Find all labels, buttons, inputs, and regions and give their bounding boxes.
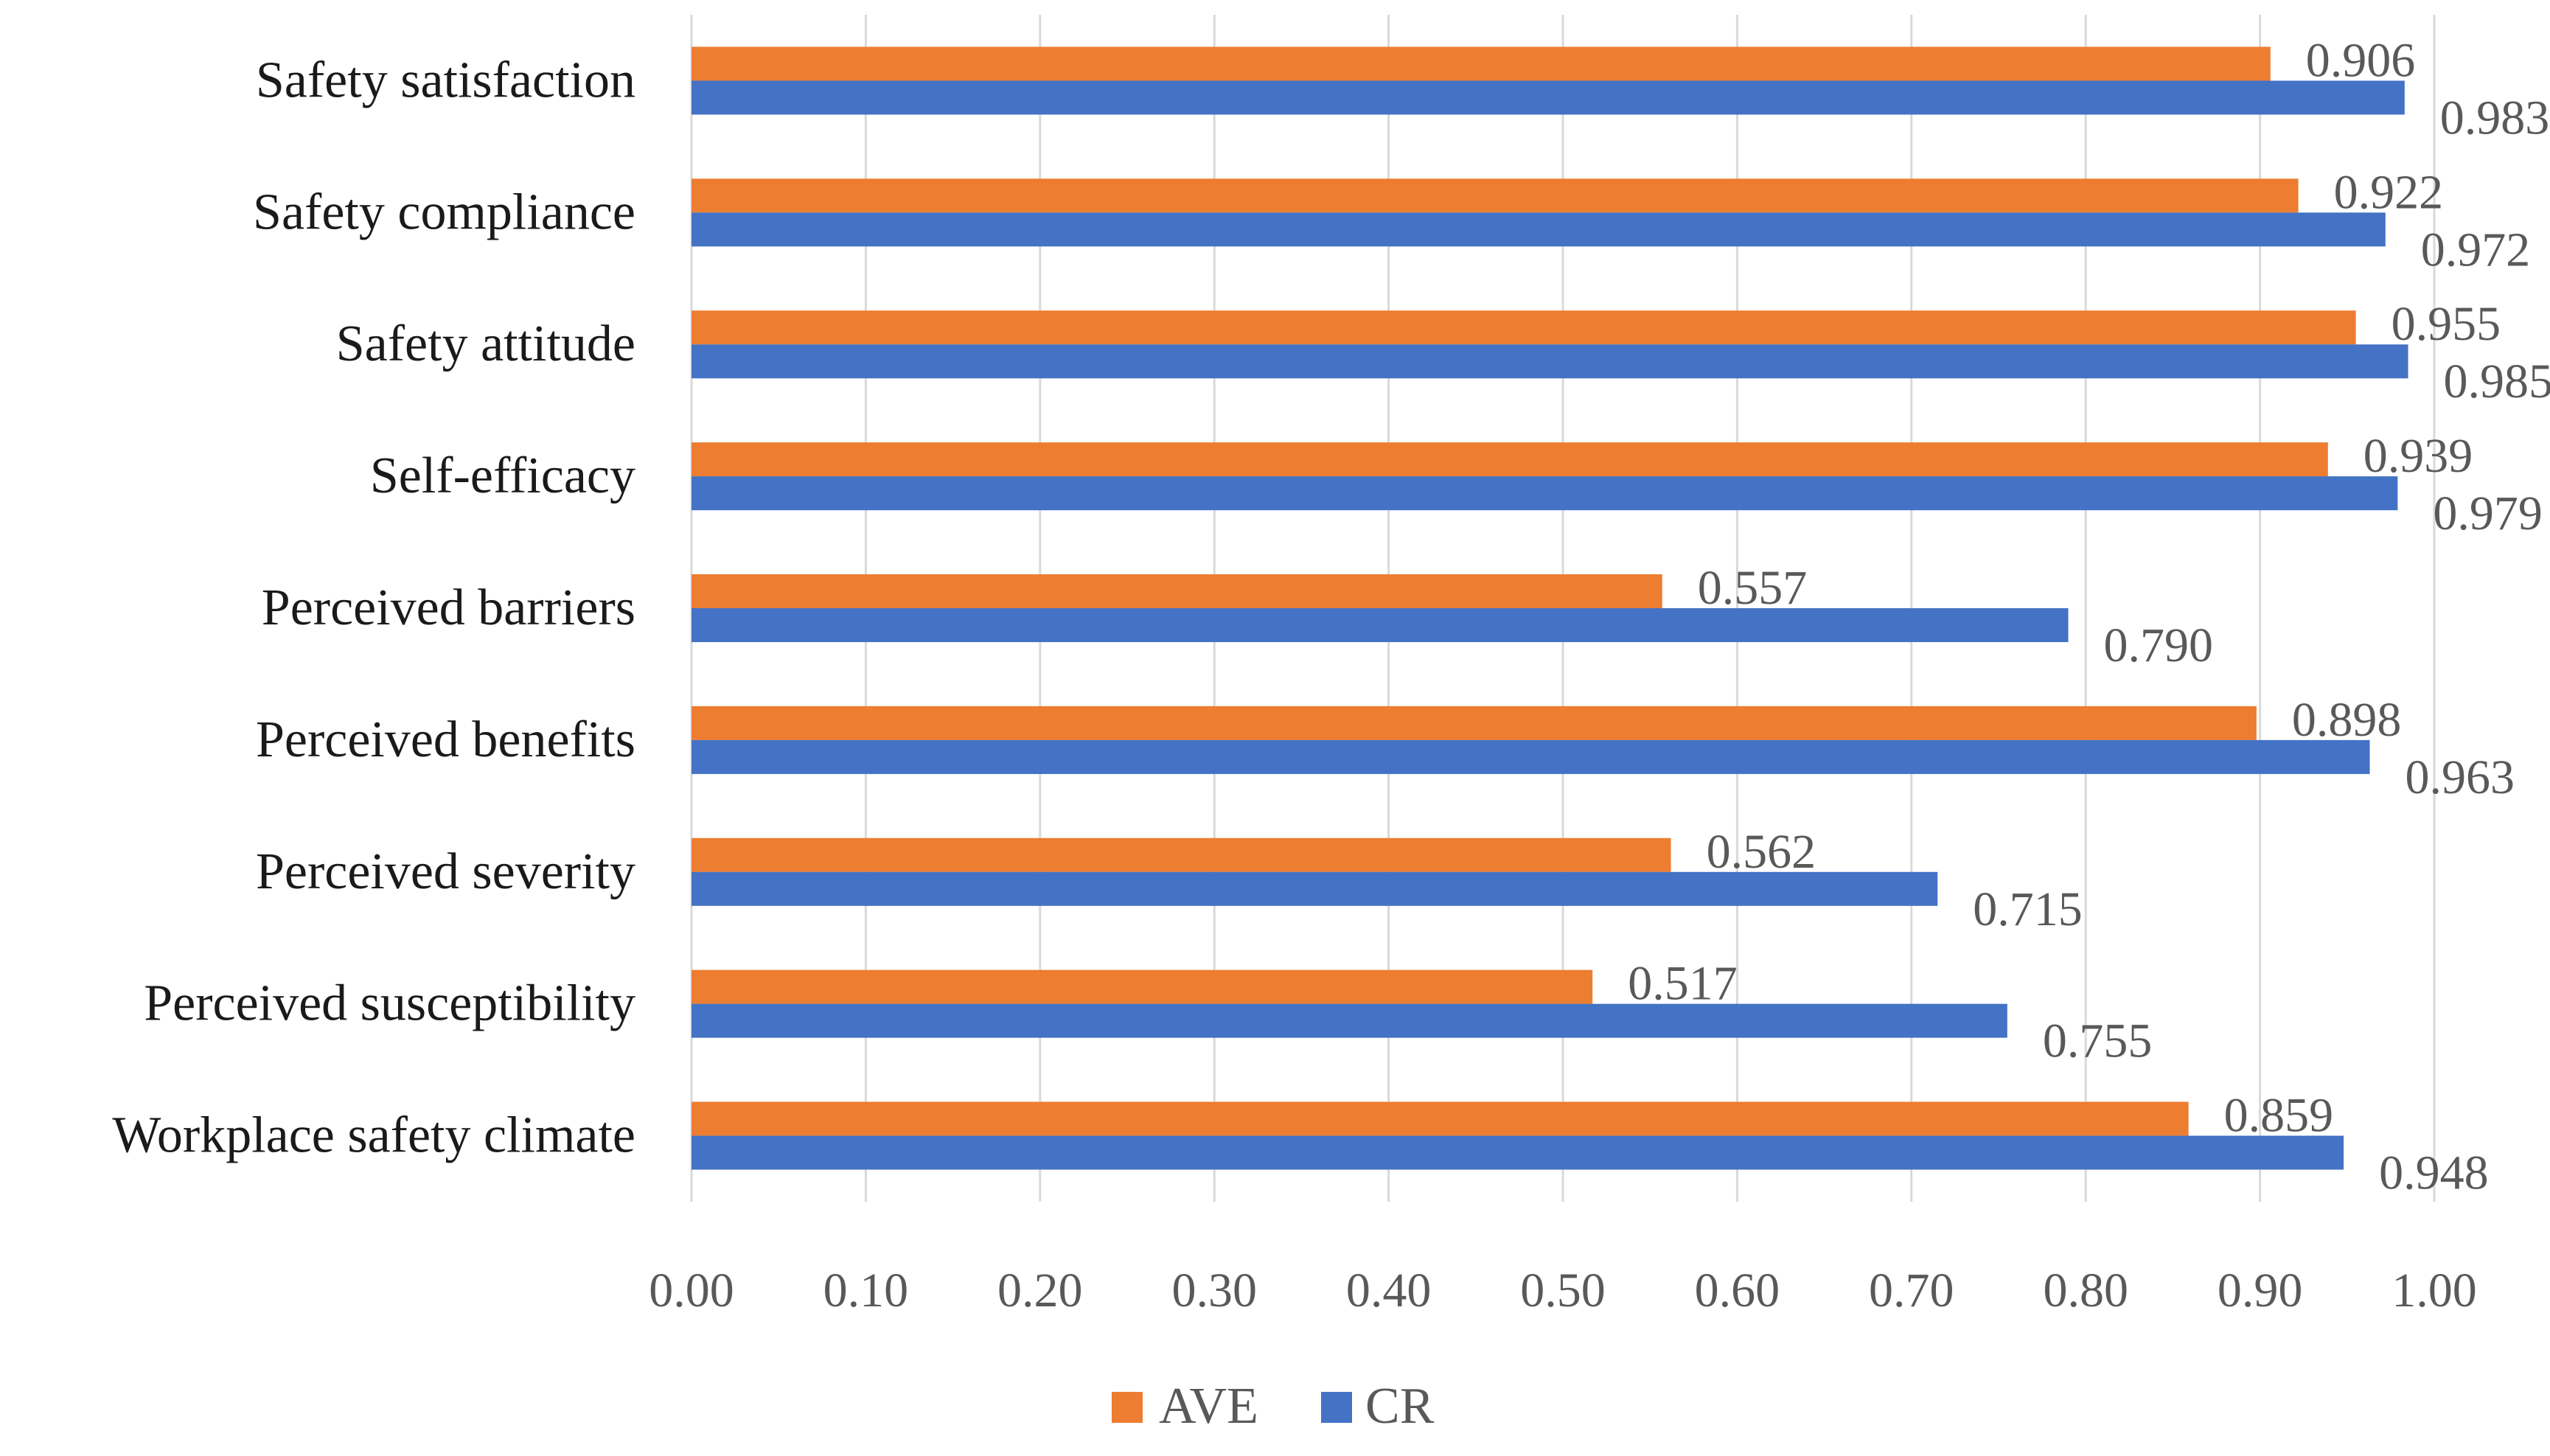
x-axis-tick-labels: 0.00 0.10 0.20 0.30 0.40 0.50 0.60 0.70 0.80 0.90… — [649, 1264, 2477, 1317]
data-label-ave: 0.557 — [1698, 561, 1808, 615]
data-label-ave: 0.859 — [2224, 1089, 2334, 1143]
bar-ave — [692, 442, 2328, 477]
data-label-ave: 0.939 — [2363, 429, 2473, 483]
category-label: Self-efficacy — [370, 447, 635, 504]
x-tick-label: 0.60 — [1695, 1264, 1780, 1317]
category-label: Perceived severity — [256, 843, 635, 900]
x-tick-label: 0.30 — [1171, 1264, 1257, 1317]
bar-cr — [692, 476, 2398, 511]
bar-ave — [692, 178, 2299, 213]
data-label-ave: 0.562 — [1707, 825, 1816, 879]
data-label-cr: 0.979 — [2433, 487, 2543, 540]
bar-cr — [692, 1003, 2007, 1038]
x-tick-label: 0.70 — [1869, 1264, 1954, 1317]
data-label-ave: 0.955 — [2392, 297, 2501, 351]
legend: AVE CR — [1112, 1378, 1435, 1435]
legend-swatch-ave — [1112, 1392, 1143, 1423]
data-label-ave: 0.906 — [2306, 33, 2416, 87]
bar-ave — [692, 310, 2356, 345]
bar-cr — [692, 80, 2405, 115]
category-label: Workplace safety climate — [112, 1107, 635, 1164]
data-label-cr: 0.755 — [2043, 1014, 2153, 1068]
data-label-cr: 0.972 — [2421, 223, 2531, 276]
bar-cr — [692, 608, 2069, 642]
data-label-cr: 0.790 — [2104, 619, 2214, 672]
x-tick-label: 0.90 — [2218, 1264, 2303, 1317]
x-tick-label: 0.20 — [997, 1264, 1083, 1317]
legend-label-cr: CR — [1365, 1378, 1435, 1435]
x-tick-label: 0.00 — [649, 1264, 734, 1317]
bar-ave — [692, 46, 2271, 81]
category-labels: Safety satisfaction Safety compliance Safe… — [112, 52, 635, 1163]
x-tick-label: 0.80 — [2043, 1264, 2128, 1317]
legend-swatch-cr — [1321, 1392, 1352, 1423]
bar-cr — [692, 1135, 2344, 1170]
category-label: Perceived benefits — [256, 711, 635, 768]
data-label-cr: 0.715 — [1973, 882, 2083, 936]
category-label: Safety attitude — [336, 316, 635, 372]
bar-cr — [692, 739, 2370, 774]
data-label-ave: 0.898 — [2292, 693, 2402, 747]
x-tick-label: 0.10 — [823, 1264, 909, 1317]
x-tick-label: 0.40 — [1346, 1264, 1432, 1317]
legend-label-ave: AVE — [1159, 1378, 1258, 1435]
data-label-ave: 0.922 — [2334, 165, 2444, 219]
bar-cr — [692, 871, 1938, 906]
data-label-ave: 0.517 — [1628, 957, 1738, 1011]
bar-ave — [692, 969, 1593, 1004]
category-label: Perceived susceptibility — [144, 975, 635, 1032]
bar-ave — [692, 574, 1662, 608]
x-tick-label: 1.00 — [2392, 1264, 2477, 1317]
bar-ave — [692, 706, 2257, 740]
data-label-cr: 0.948 — [2379, 1146, 2489, 1200]
data-label-cr: 0.963 — [2406, 750, 2515, 804]
bar-ave — [692, 837, 1671, 872]
bar-cr — [692, 212, 2386, 247]
x-tick-label: 0.50 — [1520, 1264, 1606, 1317]
bar-cr — [692, 344, 2408, 379]
category-label: Safety compliance — [253, 184, 635, 240]
bars — [692, 46, 2408, 1170]
bar-ave — [692, 1101, 2189, 1136]
category-label: Safety satisfaction — [256, 52, 635, 108]
category-label: Perceived barriers — [262, 579, 635, 636]
data-label-cr: 0.983 — [2440, 91, 2550, 144]
data-label-cr: 0.985 — [2444, 355, 2550, 408]
